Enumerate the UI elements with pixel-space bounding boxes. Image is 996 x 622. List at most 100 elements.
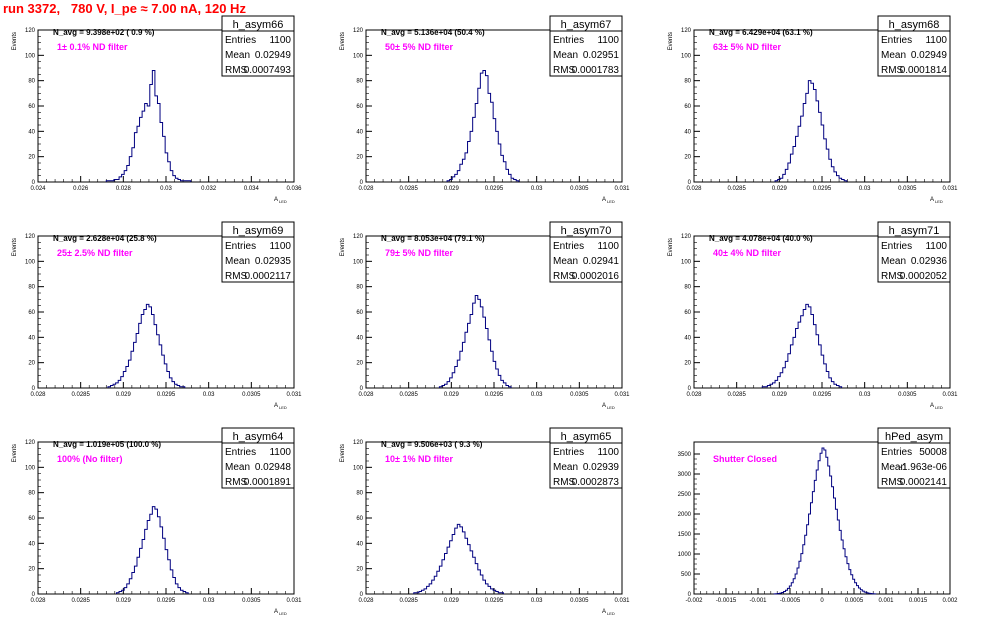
- histogram-bin: [839, 387, 842, 388]
- histogram-bin: [142, 540, 145, 594]
- y-tick-label: 60: [356, 516, 363, 522]
- histogram-bin: [452, 373, 455, 388]
- x-tick-label: 0.03: [160, 186, 172, 192]
- stats-value-entries: 1100: [597, 35, 619, 46]
- histogram-bin: [462, 532, 465, 594]
- histogram-bin: [780, 593, 782, 594]
- y-tick-label: 20: [28, 155, 35, 161]
- x-tick-label: 0.0305: [898, 392, 917, 398]
- x-tick-label: -0.002: [685, 598, 703, 604]
- histogram-name: h_asym68: [889, 19, 940, 31]
- stats-value-mean: -1.963e-06: [899, 462, 948, 473]
- histogram-bin: [793, 337, 796, 388]
- histogram-bin: [485, 328, 488, 388]
- y-tick-label: 100: [25, 465, 36, 471]
- histogram-bin: [478, 88, 481, 182]
- y-tick-label: 20: [28, 361, 35, 367]
- histogram-bin: [819, 345, 822, 388]
- histogram-bin: [468, 545, 471, 594]
- stats-value-entries: 1100: [925, 35, 947, 46]
- x-axis-label-subscript: LED: [279, 611, 287, 616]
- y-axis-label: Events: [12, 444, 18, 462]
- x-tick-label: 0.0305: [242, 598, 261, 604]
- histogram-bin: [162, 355, 165, 388]
- y-tick-label: 100: [681, 53, 692, 59]
- histogram-bin: [152, 71, 155, 182]
- histogram-bin: [122, 174, 125, 182]
- filter-annotation: 100% (No filter): [57, 454, 123, 464]
- histogram-bin: [488, 340, 491, 388]
- n-avg-label: N_avg = 9.398e+02 ( 0.9 %): [53, 28, 155, 37]
- histogram-bin: [147, 106, 150, 182]
- histogram-bin: [801, 316, 804, 388]
- x-tick-label: -0.0005: [780, 598, 801, 604]
- histogram-panel-h_asym67: 0 20 40 60 80 100 120 0.028 0.0285 0.029 0.0295 0.0…: [340, 15, 630, 204]
- histogram-bin: [160, 527, 163, 594]
- y-tick-label: 100: [353, 465, 364, 471]
- histogram-bin: [503, 383, 506, 388]
- y-axis-label: Events: [12, 238, 18, 256]
- histogram-bin: [150, 514, 153, 594]
- histogram-bin: [816, 335, 819, 388]
- y-tick-label: 40: [684, 335, 691, 341]
- histogram-bin: [778, 377, 781, 388]
- stats-value-mean: 0.02948: [255, 462, 292, 473]
- histogram-bin: [826, 457, 828, 594]
- y-tick-label: 120: [681, 28, 692, 34]
- stats-value-rms: 0.0002117: [244, 271, 291, 282]
- x-tick-label: 0.028: [358, 186, 374, 192]
- stats-value-entries: 1100: [925, 241, 947, 252]
- y-tick-label: 0: [688, 180, 692, 186]
- y-axis-label: Events: [668, 32, 674, 50]
- x-tick-label: 0.031: [614, 186, 630, 192]
- histogram-bin: [111, 385, 114, 388]
- histogram-bin: [514, 179, 517, 182]
- histogram-bin: [788, 354, 791, 388]
- stats-key: Mean: [881, 50, 906, 61]
- histogram-bin: [780, 178, 783, 182]
- histogram-bin: [437, 571, 440, 594]
- histogram-bin: [124, 171, 127, 182]
- filter-annotation: 63± 5% ND filter: [713, 42, 781, 52]
- x-tick-label: 0.0295: [813, 392, 832, 398]
- y-tick-label: 60: [28, 516, 35, 522]
- y-tick-label: 80: [356, 491, 363, 497]
- stats-key: Entries: [881, 241, 912, 252]
- stats-key: Mean: [225, 462, 250, 473]
- x-tick-label: 0.0005: [845, 598, 864, 604]
- histogram-panel-h_asym64: 0 20 40 60 80 100 120 0.028 0.0285 0.029 0.0295 0.0…: [12, 427, 302, 616]
- histogram-bin: [819, 112, 822, 182]
- histogram-bin: [803, 309, 806, 388]
- histogram-name: hPed_asym: [885, 431, 943, 443]
- y-tick-label: 120: [25, 440, 36, 446]
- histogram-bin: [808, 81, 811, 182]
- histogram-bin: [821, 125, 824, 182]
- histogram-bin: [473, 557, 476, 594]
- histogram-bin: [493, 119, 496, 182]
- histogram-panel-h_asym68: 0 20 40 60 80 100 120 0.028 0.0285 0.029 0.0295 0.0…: [668, 15, 958, 204]
- histogram-bin: [455, 174, 458, 182]
- histogram-bin: [866, 593, 868, 594]
- histogram-bin: [501, 155, 504, 182]
- histogram-bin: [455, 528, 458, 594]
- stats-value-rms: 0.0001783: [572, 65, 620, 76]
- stats-key: Mean: [225, 256, 250, 267]
- y-tick-label: 100: [25, 53, 36, 59]
- x-axis-label: A: [602, 403, 606, 409]
- stats-key: Mean: [881, 256, 906, 267]
- x-tick-label: 0.0285: [399, 186, 418, 192]
- histogram-series: [105, 70, 192, 182]
- x-tick-label: 0.031: [286, 392, 302, 398]
- histogram-bin: [419, 591, 422, 594]
- histogram-bin: [141, 315, 144, 388]
- x-tick-label: 0.0285: [727, 392, 746, 398]
- y-tick-label: 40: [28, 541, 35, 547]
- histogram-name: h_asym65: [561, 431, 612, 443]
- histogram-bin: [181, 181, 184, 182]
- histogram-bin: [805, 535, 807, 594]
- x-axis-label: A: [274, 197, 278, 203]
- histogram-bin: [821, 355, 824, 388]
- stats-box: [549, 221, 623, 283]
- histogram-bin: [485, 76, 488, 182]
